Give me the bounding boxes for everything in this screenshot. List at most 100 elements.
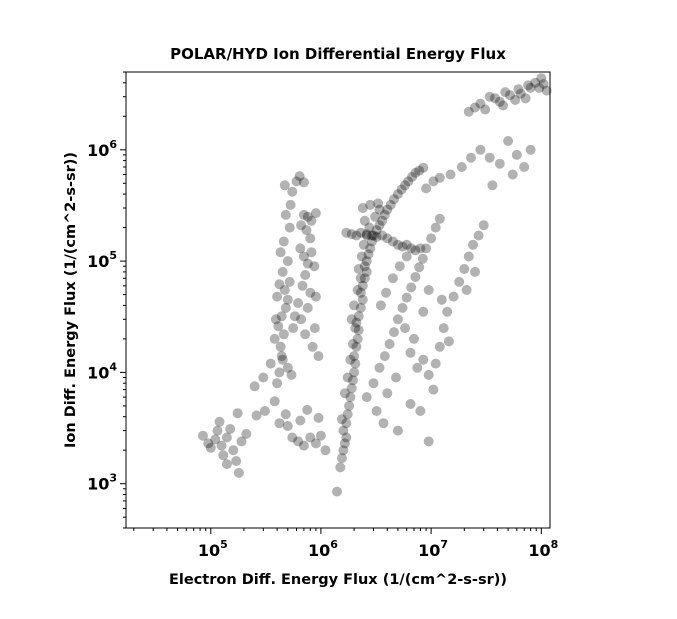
data-point <box>269 333 280 344</box>
data-point <box>484 152 495 163</box>
data-point <box>279 285 290 295</box>
data-point <box>287 432 298 443</box>
data-point <box>356 251 367 262</box>
data-point <box>461 285 472 295</box>
data-point <box>392 189 403 200</box>
data-point <box>353 325 364 336</box>
data-point <box>494 158 505 169</box>
data-point <box>384 339 395 349</box>
data-point <box>350 358 361 369</box>
data-point <box>357 203 368 213</box>
data-point <box>370 211 381 222</box>
data-point <box>294 171 305 182</box>
data-point <box>302 302 313 313</box>
data-point <box>280 302 291 313</box>
data-point <box>414 262 425 273</box>
data-point <box>300 270 311 280</box>
data-point <box>456 162 467 172</box>
data-point <box>278 329 289 340</box>
data-point <box>212 425 223 436</box>
data-point <box>355 273 366 284</box>
x-tick-base: 10 <box>198 541 220 560</box>
data-point <box>387 273 398 284</box>
data-point <box>272 291 283 302</box>
data-point <box>480 104 491 115</box>
data-point <box>525 82 536 93</box>
data-point <box>520 93 531 104</box>
data-point <box>241 428 252 439</box>
data-point <box>236 436 247 447</box>
data-point <box>475 98 486 109</box>
data-point <box>276 351 287 362</box>
data-point <box>423 436 434 447</box>
data-point <box>258 372 269 383</box>
data-point <box>341 227 352 238</box>
data-point <box>423 369 434 380</box>
data-point <box>305 287 316 298</box>
data-point <box>284 222 295 233</box>
data-point <box>342 409 353 420</box>
data-point <box>282 421 293 431</box>
data-point <box>510 95 521 105</box>
x-axis-label: Electron Diff. Energy Flux (1/(cm^2-s-sr… <box>169 572 507 588</box>
data-point <box>214 416 225 427</box>
data-point <box>401 239 412 250</box>
data-point <box>392 425 403 436</box>
data-point <box>291 176 302 187</box>
data-point <box>392 239 403 250</box>
data-point <box>406 243 417 254</box>
data-point <box>298 251 309 262</box>
data-point <box>361 256 372 267</box>
data-point <box>421 243 432 254</box>
data-point <box>295 243 306 254</box>
data-point <box>536 73 547 84</box>
data-point <box>332 486 342 497</box>
data-point <box>277 354 288 365</box>
data-point <box>346 383 357 394</box>
data-point <box>534 82 545 93</box>
data-point <box>305 432 316 443</box>
data-point <box>198 430 208 441</box>
data-point <box>310 208 321 219</box>
data-point <box>284 276 295 287</box>
data-point <box>345 392 356 403</box>
data-point <box>364 222 375 233</box>
data-point <box>347 375 358 386</box>
data-point <box>216 440 227 451</box>
data-point <box>371 225 382 236</box>
data-point <box>282 362 293 373</box>
data-point <box>519 162 530 172</box>
data-point <box>351 341 362 352</box>
data-point <box>298 440 309 451</box>
data-point <box>445 169 456 180</box>
data-point <box>320 445 331 456</box>
data-point <box>381 287 392 298</box>
data-point <box>368 378 379 389</box>
data-point <box>515 88 526 99</box>
data-point <box>375 300 386 311</box>
data-point <box>391 372 401 383</box>
data-point <box>410 167 421 178</box>
data-point <box>396 184 407 195</box>
data-point <box>401 251 412 262</box>
data-point <box>389 327 399 338</box>
x-tick-base: 10 <box>418 541 440 560</box>
data-point <box>405 399 416 409</box>
x-tick-label: 106 <box>308 538 338 560</box>
data-point <box>339 388 350 399</box>
data-point <box>274 367 285 378</box>
data-point <box>430 358 441 369</box>
y-tick-base: 10 <box>87 363 109 382</box>
x-tick-label: 108 <box>528 538 558 560</box>
data-point <box>282 294 293 305</box>
data-point <box>387 236 398 247</box>
data-point <box>377 230 388 241</box>
data-point <box>358 239 369 250</box>
data-point <box>365 243 376 254</box>
data-point <box>353 311 364 322</box>
data-point <box>484 91 495 102</box>
data-point <box>507 169 518 180</box>
data-point <box>503 136 514 146</box>
data-point <box>346 229 357 240</box>
data-point <box>363 249 374 260</box>
